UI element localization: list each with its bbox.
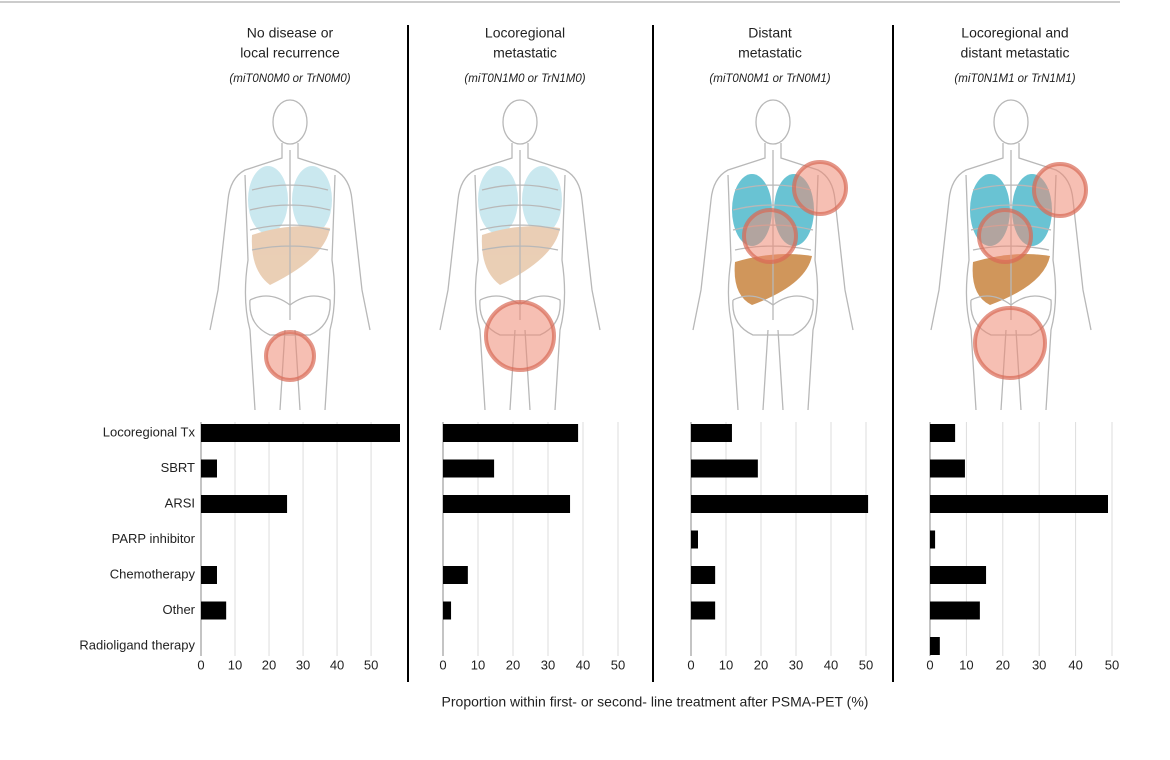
x-tick-label: 40 [576, 657, 590, 672]
bar [691, 601, 716, 620]
x-tick-label: 30 [541, 657, 555, 672]
x-tick-label: 0 [197, 657, 204, 672]
panel-title: No disease or [247, 25, 334, 41]
bar [930, 637, 940, 655]
bar [691, 495, 869, 513]
bar [201, 459, 217, 478]
panel-subtitle: (miT0N0M1 or TrN0M1) [709, 73, 830, 85]
x-tick-label: 40 [330, 657, 344, 672]
x-tick-label: 50 [611, 657, 625, 672]
x-tick-label: 30 [296, 657, 310, 672]
illustrations [209, 99, 1092, 411]
bar [201, 601, 227, 620]
bar [930, 530, 936, 549]
bar [443, 495, 571, 513]
x-tick-label: 20 [754, 657, 768, 672]
x-tick-label: 10 [471, 657, 485, 672]
x-tick-label: 40 [1068, 657, 1082, 672]
x-tick-label: 50 [1105, 657, 1119, 672]
category-label: Locoregional Tx [103, 424, 196, 439]
panel-subtitle: (miT0N0M0 or TrN0M0) [229, 73, 350, 85]
panel-title: Locoregional and [961, 25, 1068, 41]
x-tick-label: 20 [262, 657, 276, 672]
bar [443, 566, 468, 584]
bar [201, 495, 288, 513]
bar [443, 424, 579, 442]
x-tick-label: 10 [719, 657, 733, 672]
separators [407, 25, 894, 682]
x-tick-label: 20 [506, 657, 520, 672]
category-label: PARP inhibitor [112, 531, 196, 546]
bar [930, 601, 980, 620]
x-tick-label: 50 [364, 657, 378, 672]
x-axis-label: Proportion within first- or second- line… [442, 694, 869, 710]
panel-subtitle: (miT0N1M0 or TrN1M0) [464, 73, 585, 85]
bar [201, 566, 217, 584]
category-label: Radioligand therapy [79, 637, 195, 652]
x-tick-label: 30 [789, 657, 803, 672]
category-label: SBRT [161, 460, 195, 475]
bar [201, 424, 400, 442]
x-tick-label: 10 [959, 657, 973, 672]
bar [691, 459, 758, 478]
category-label: Chemotherapy [110, 566, 196, 581]
bar [691, 566, 716, 584]
bar [930, 424, 956, 442]
x-tick-label: 0 [687, 657, 694, 672]
panel-subtitle: (miT0N1M1 or TrN1M1) [954, 73, 1075, 85]
panel-title: distant metastatic [961, 45, 1070, 61]
bar [691, 424, 732, 442]
x-tick-label: 0 [926, 657, 933, 672]
bar [691, 530, 698, 549]
x-tick-label: 20 [996, 657, 1010, 672]
x-tick-label: 50 [859, 657, 873, 672]
panel-title: local recurrence [240, 45, 340, 61]
panel-title: metastatic [738, 45, 802, 61]
bar [930, 459, 965, 478]
bar [443, 601, 452, 620]
x-tick-label: 40 [824, 657, 838, 672]
bar [930, 566, 987, 584]
x-tick-label: 0 [439, 657, 446, 672]
category-label: ARSI [165, 495, 195, 510]
panel-title: Locoregional [485, 25, 565, 41]
panel-title: Distant [748, 25, 792, 41]
panel-title: metastatic [493, 45, 557, 61]
category-label: Other [162, 602, 195, 617]
bar [930, 495, 1108, 513]
bar [443, 459, 495, 478]
x-tick-label: 30 [1032, 657, 1046, 672]
x-tick-label: 10 [228, 657, 242, 672]
